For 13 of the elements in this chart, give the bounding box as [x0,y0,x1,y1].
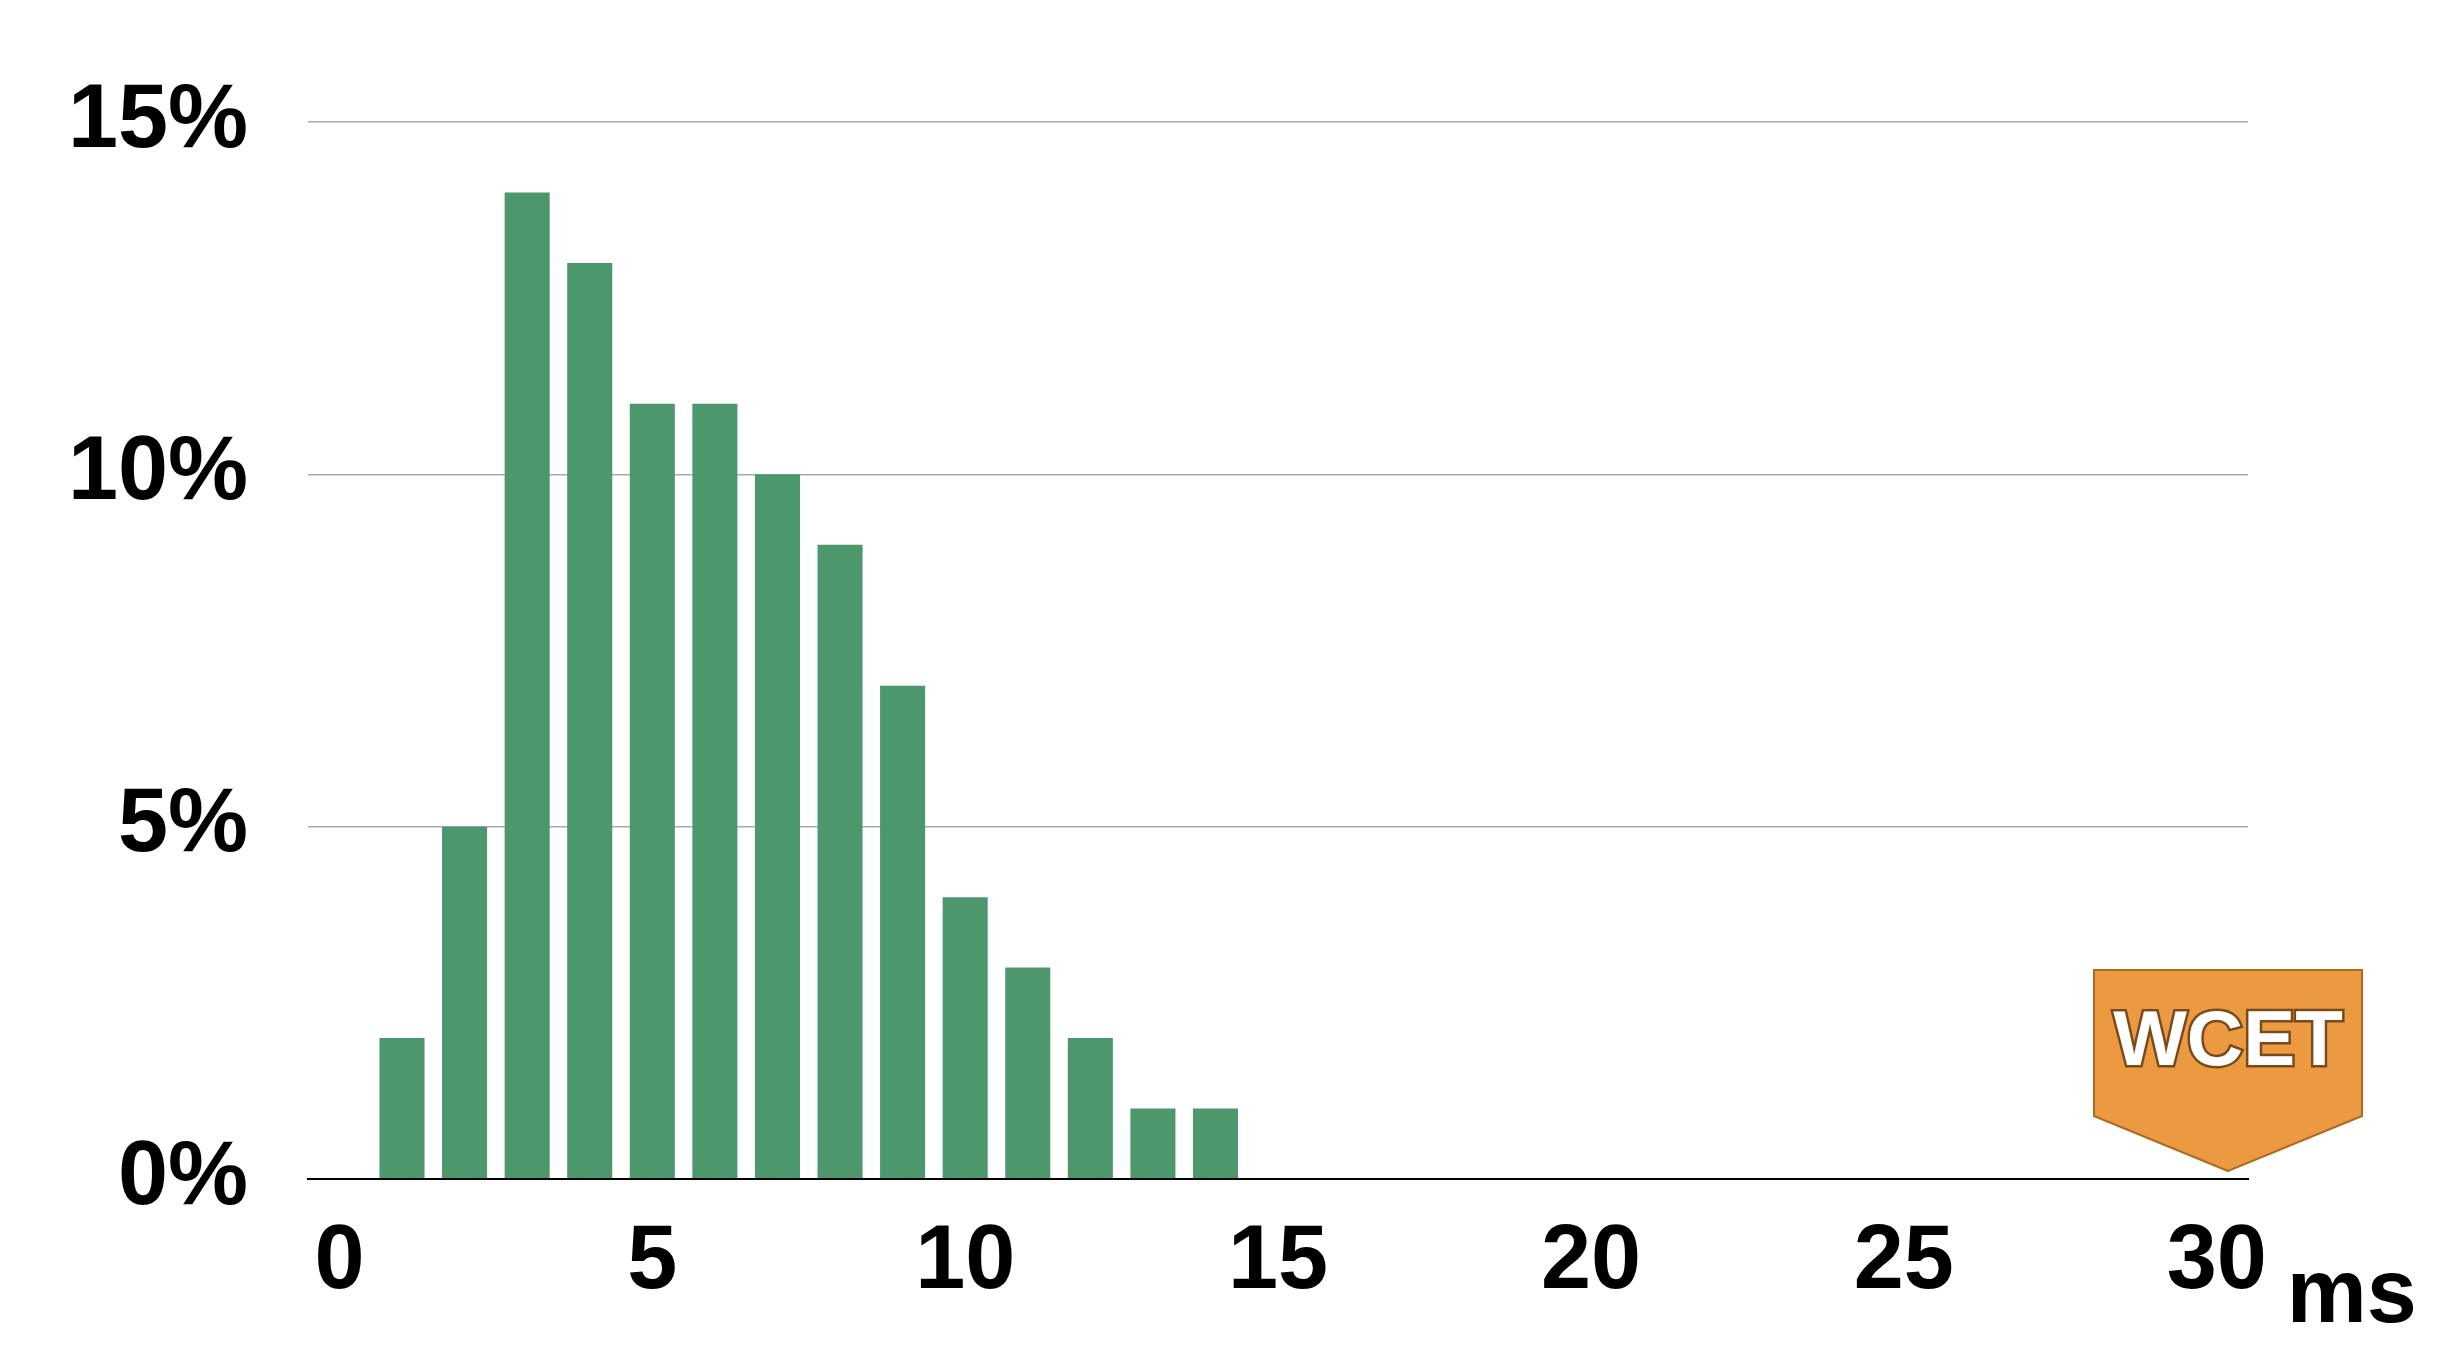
x-tick-label: 5 [627,1206,678,1307]
y-tick-label: 10% [67,418,249,519]
annotation: WCET [2113,993,2343,1082]
x-tick-label: 0 [314,1206,365,1307]
x-tick-label: 30 [2166,1206,2267,1307]
x-tick-label: 25 [1853,1206,1954,1307]
x-axis-title: ms [2286,1240,2417,1341]
y-tick-label: 0% [118,1122,249,1223]
y-tick-label: 15% [67,65,249,166]
x-tick-label: 10 [915,1206,1016,1307]
x-tick-label: 20 [1540,1206,1641,1307]
x-tick-label: 15 [1228,1206,1329,1307]
y-tick-label: 5% [118,770,249,871]
